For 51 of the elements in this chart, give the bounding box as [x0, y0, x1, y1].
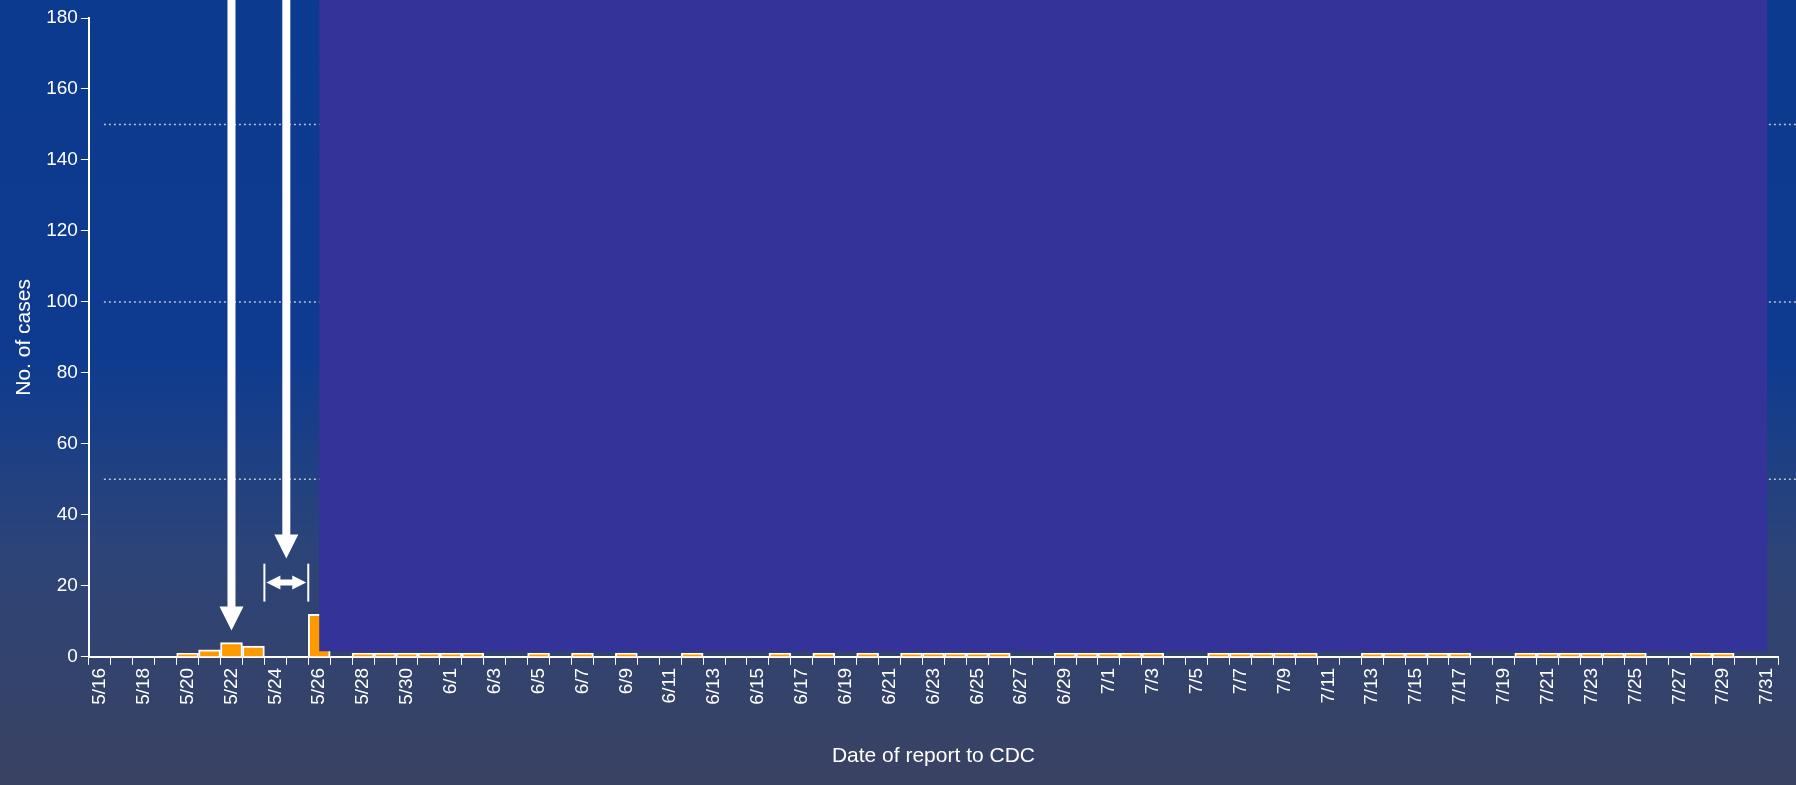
x-tick-label: 7/23: [1579, 667, 1601, 705]
x-tick-label: 5/30: [395, 667, 417, 705]
x-tick-label: 5/26: [307, 667, 329, 705]
y-tick-label: 60: [56, 432, 78, 454]
x-tick-label: 6/29: [1053, 667, 1075, 705]
x-tick-label: 6/17: [790, 667, 812, 705]
x-tick-label: 7/13: [1360, 667, 1382, 705]
x-tick-label: 6/3: [482, 667, 504, 695]
x-tick-label: 5/20: [175, 667, 197, 705]
x-tick-label: 7/11: [1316, 667, 1338, 704]
x-tick-label: 7/27: [1667, 667, 1689, 705]
y-tick-label: 160: [46, 77, 78, 99]
x-tick-label: 6/23: [921, 667, 943, 705]
x-tick-label: 6/11: [658, 667, 680, 704]
y-tick-label: 140: [46, 148, 78, 170]
x-tick-label: 7/1: [1097, 667, 1119, 695]
x-tick-label: 7/21: [1535, 667, 1557, 705]
x-tick-label: 7/7: [1228, 667, 1250, 695]
x-tick-label: 6/13: [702, 667, 724, 705]
x-tick-label: 5/16: [88, 667, 110, 705]
y-tick-label: 20: [56, 574, 78, 596]
y-tick-label: 80: [56, 361, 78, 383]
x-tick-label: 6/19: [833, 667, 855, 705]
x-tick-label: 6/9: [614, 667, 636, 695]
x-tick-label: 6/1: [439, 667, 461, 695]
x-tick-label: 6/21: [877, 667, 899, 705]
x-axis-title: Date of report to CDC: [831, 743, 1035, 767]
y-tick-label: 180: [46, 6, 78, 28]
x-tick-label: 7/17: [1448, 667, 1470, 705]
x-tick-label: 7/31: [1755, 667, 1777, 705]
x-tick-label: 5/28: [351, 667, 373, 705]
x-tick-label: 7/29: [1711, 667, 1733, 705]
x-tick-label: 7/5: [1184, 667, 1206, 695]
x-tick-label: 5/24: [263, 667, 285, 705]
x-tick-label: 7/15: [1404, 667, 1426, 705]
y-tick-label: 40: [56, 503, 78, 525]
x-tick-label: 7/25: [1623, 667, 1645, 705]
x-tick-label: 6/7: [570, 667, 592, 695]
x-tick-label: 7/3: [1141, 667, 1163, 695]
x-tick-label: 6/25: [965, 667, 987, 705]
y-tick-label: 100: [46, 290, 78, 312]
x-tick-label: 7/19: [1492, 667, 1514, 705]
x-tick-label: 6/15: [746, 667, 768, 705]
x-tick-label: 5/22: [219, 667, 241, 705]
y-tick-label: 0: [67, 645, 78, 667]
y-axis-title: No. of cases: [11, 279, 35, 396]
y-tick-label: 120: [46, 219, 78, 241]
x-tick-label: 6/5: [526, 667, 548, 695]
x-tick-label: 6/27: [1009, 667, 1031, 705]
x-tick-label: 5/18: [131, 667, 153, 705]
x-tick-label: 7/9: [1272, 667, 1294, 695]
